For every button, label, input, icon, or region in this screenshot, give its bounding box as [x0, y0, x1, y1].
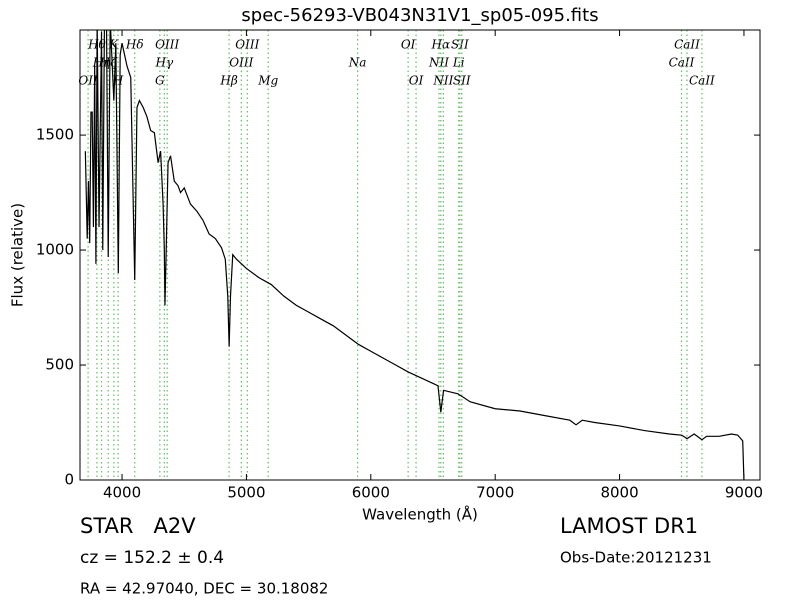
line-label: Na — [348, 56, 367, 70]
line-label: G — [155, 74, 165, 88]
line-label: OIII — [229, 56, 253, 70]
line-label: Hβ — [219, 74, 237, 88]
line-label: NII — [432, 74, 453, 88]
survey: LAMOST DR1 — [560, 514, 698, 538]
line-label: CaII — [674, 38, 700, 52]
line-label: SII — [453, 74, 471, 88]
x-tick-label: 4000 — [103, 484, 141, 502]
line-label: Hα — [431, 38, 451, 52]
line-label: OI — [409, 74, 424, 88]
line-label: Hγ — [155, 56, 174, 70]
line-label: Hδ — [125, 38, 144, 52]
coordinates: RA = 42.97040, DEC = 30.18082 — [80, 580, 328, 598]
x-tick-label: 7000 — [476, 484, 514, 502]
redshift: cz = 152.2 ± 0.4 — [80, 548, 224, 568]
x-tick-label: 8000 — [600, 484, 638, 502]
line-label: K — [108, 38, 119, 52]
line-label: OIII — [235, 38, 259, 52]
line-label: CaII — [689, 74, 715, 88]
y-tick-label: 0 — [64, 471, 74, 489]
chart-title: spec-56293-VB043N31V1_sp05-095.fits — [241, 5, 598, 26]
y-tick-label: 1500 — [36, 126, 74, 144]
y-tick-label: 500 — [45, 356, 74, 374]
x-axis-label: Wavelength (Å) — [362, 505, 478, 524]
spectrum-line — [84, 30, 745, 480]
x-tick-label: 6000 — [352, 484, 390, 502]
plot-frame — [79, 29, 761, 481]
line-label: CaII — [669, 56, 695, 70]
line-label: OII — [78, 74, 98, 88]
line-label: SII — [451, 38, 469, 52]
y-tick-label: 1000 — [36, 241, 74, 259]
line-label: OI — [401, 38, 416, 52]
x-tick-label: 9000 — [725, 484, 763, 502]
line-label: Li — [452, 56, 465, 70]
x-tick-label: 5000 — [227, 484, 265, 502]
y-axis-label: Flux (relative) — [9, 203, 27, 307]
line-label: Mg — [257, 74, 278, 88]
line-label: OIII — [155, 38, 179, 52]
obs-date: Obs-Date:20121231 — [560, 549, 712, 567]
line-label: NII — [428, 56, 449, 70]
object-class: STAR A2V — [80, 514, 196, 538]
